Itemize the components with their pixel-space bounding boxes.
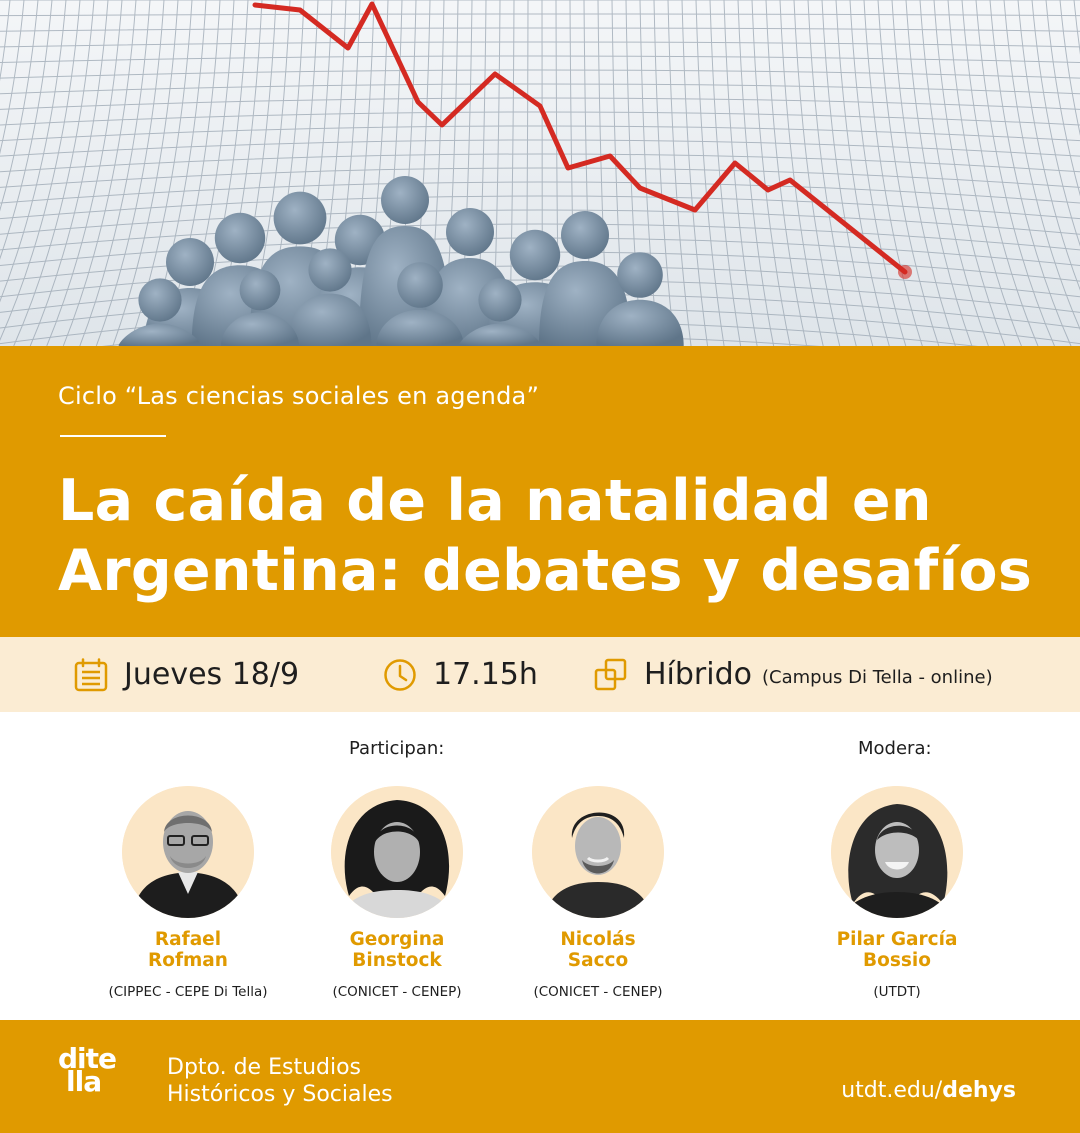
participants-label: Participan: [349,738,445,759]
crowd-figure [376,262,464,346]
participant-affiliation: (CONICET - CENEP) [332,984,462,1000]
hero-image [0,0,1080,346]
avatar [831,786,963,918]
moderator-label: Modera: [858,738,932,759]
date-text: Jueves 18/9 [124,657,300,692]
ditella-logo: dite lla [58,1042,117,1098]
mode-text: Híbrido [644,657,753,692]
declining-graph-illustration [0,0,1080,346]
time-text: 17.15h [433,657,538,692]
title-band [0,346,1080,637]
crowd-figure [288,248,372,346]
calendar-icon [74,657,108,691]
participant-nicolas-sacco: Nicolás Sacco (CONICET - CENEP) [488,786,708,1000]
crowd-figure [118,278,202,346]
event-time: 17.15h [383,637,538,712]
moderator-name: Pilar García Bossio [836,929,958,971]
crowd-figure [596,252,684,346]
avatar [331,786,463,918]
participant-affiliation: (CONICET - CENEP) [533,984,663,1000]
participant-name: Rafael Rofman [148,929,228,971]
mode-detail: (Campus Di Tella - online) [762,667,993,688]
moderator-pilar-garcia-bossio: Pilar García Bossio (UTDT) [787,786,1007,1000]
department-name: Dpto. de Estudios Históricos y Sociales [167,1055,393,1107]
avatar [532,786,664,918]
participant-name: Georgina Binstock [349,929,445,971]
event-mode: Híbrido (Campus Di Tella - online) [594,637,993,712]
footer [0,1020,1080,1133]
series-divider [60,435,166,437]
moderator-affiliation: (UTDT) [873,984,921,1000]
website-link[interactable]: utdt.edu/dehys [841,1078,1016,1103]
decline-line [252,1,908,275]
title-line-1: La caída de la natalidad en [58,468,932,534]
event-info-bar: Jueves 18/9 17.15h Híbrido (Campus Di Te… [0,637,1080,712]
participant-affiliation: (CIPPEC - CEPE Di Tella) [108,984,268,1000]
participant-rafael-rofman: Rafael Rofman (CIPPEC - CEPE Di Tella) [78,786,298,1000]
title-line-2: Argentina: debates y desafíos [58,538,1033,604]
participant-georgina-binstock: Georgina Binstock (CONICET - CENEP) [287,786,507,1000]
series-label: Ciclo “Las ciencias sociales en agenda” [58,382,540,410]
crowd-figure [458,278,542,346]
page-title: La caída de la natalidad en Argentina: d… [58,466,1058,606]
event-date: Jueves 18/9 [74,637,299,712]
clock-icon [384,658,416,691]
hybrid-squares-icon [594,658,627,690]
avatar [122,786,254,918]
crowd-figure [220,269,300,346]
participant-name: Nicolás Sacco [560,929,636,971]
crowd-figures [118,176,684,346]
